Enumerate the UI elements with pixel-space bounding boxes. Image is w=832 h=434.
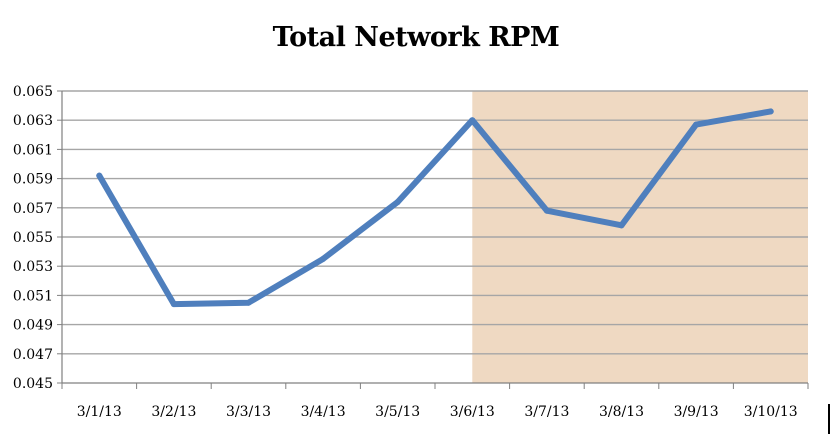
x-tick-label: 3/6/13 (450, 404, 495, 420)
y-tick-label: 0.065 (13, 84, 53, 100)
y-tick-label: 0.063 (13, 113, 53, 129)
data-point (320, 255, 327, 262)
y-tick-label: 0.051 (13, 288, 53, 304)
data-point (618, 222, 625, 229)
x-tick-label: 3/10/13 (744, 404, 798, 420)
data-point (469, 117, 476, 124)
x-tick-label: 3/7/13 (524, 404, 569, 420)
y-tick-label: 0.057 (13, 201, 53, 217)
y-tick-label: 0.045 (13, 376, 53, 392)
y-tick-label: 0.059 (13, 172, 53, 188)
frame-edge (828, 404, 830, 434)
y-tick-label: 0.055 (13, 230, 53, 246)
x-tick-label: 3/9/13 (674, 404, 719, 420)
x-tick-label: 3/5/13 (375, 404, 420, 420)
data-point (170, 301, 177, 308)
series-line (96, 108, 774, 308)
x-tick-label: 3/4/13 (301, 404, 346, 420)
data-point (693, 121, 700, 128)
y-tick-label: 0.047 (13, 347, 53, 363)
data-point (245, 299, 252, 306)
x-tick-label: 3/2/13 (151, 404, 196, 420)
data-point (543, 207, 550, 214)
y-tick-label: 0.049 (13, 318, 53, 334)
data-point (394, 198, 401, 205)
x-tick-label: 3/3/13 (226, 404, 271, 420)
chart-title: Total Network RPM (272, 22, 560, 53)
x-tick-label: 3/1/13 (77, 404, 122, 420)
data-point (767, 108, 774, 115)
data-point (96, 172, 103, 179)
y-tick-label: 0.061 (13, 142, 53, 158)
x-tick-label: 3/8/13 (599, 404, 644, 420)
y-tick-label: 0.053 (13, 259, 53, 275)
